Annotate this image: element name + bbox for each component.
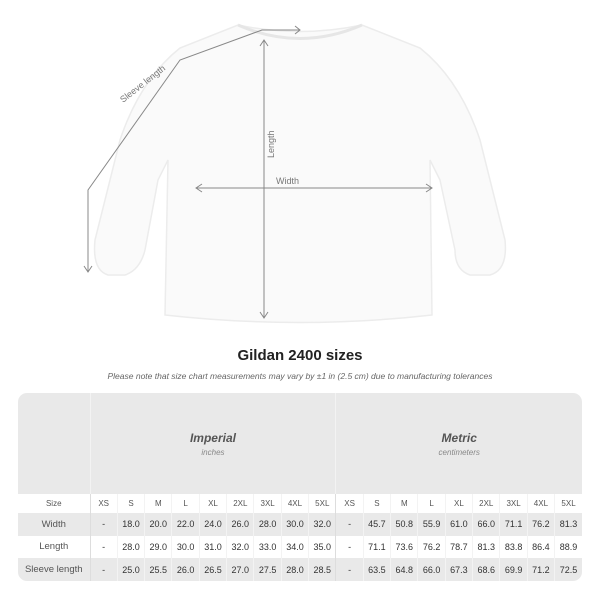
table-cell: 5XL xyxy=(554,494,582,513)
table-cell: 27.5 xyxy=(253,558,282,581)
table-cell: 32.0 xyxy=(226,535,254,559)
table-cell: 64.8 xyxy=(390,558,418,581)
table-cell: 3XL xyxy=(499,494,528,513)
width-label: Width xyxy=(276,176,299,186)
table-cell: 71.1 xyxy=(362,535,391,559)
table-cell: 30.0 xyxy=(171,535,200,559)
table-cell: 83.8 xyxy=(499,535,528,559)
table-cell: 35.0 xyxy=(308,535,336,559)
table-row: Sleeve length -25.0 25.5 26.0 26.5 27.0 27.5 28… xyxy=(18,558,582,581)
table-cell: S xyxy=(116,494,145,513)
table-cell: 33.0 xyxy=(253,535,282,559)
table-cell: 50.8 xyxy=(390,512,418,536)
table-cell: M xyxy=(390,494,418,513)
table-cell: 24.0 xyxy=(198,512,227,536)
table-cell: 71.1 xyxy=(499,512,528,536)
table-cell: S xyxy=(362,494,391,513)
size-header-row: Size XS S M L XL 2XL 3XL 4XL 5XL XS S M L XL 2XL 3XL 4XL 5… xyxy=(18,494,582,513)
table-row: Width -18.0 20.0 22.0 24.0 26.0 28.0 30.0 32.0-4… xyxy=(18,512,582,536)
table-cell: XL xyxy=(444,494,473,513)
table-cell: 29.0 xyxy=(144,535,172,559)
table-cell: 28.0 xyxy=(253,512,282,536)
table-cell: 3XL xyxy=(253,494,282,513)
table-cell: 26.0 xyxy=(171,558,200,581)
table-cell: 76.2 xyxy=(526,512,555,536)
table-cell: 5XL xyxy=(308,494,336,513)
shirt-body xyxy=(93,24,507,324)
table-cell: 34.0 xyxy=(280,535,309,559)
table-cell: 30.0 xyxy=(280,512,309,536)
shirt-diagram: Sleeve length Length Width xyxy=(83,23,507,324)
table-cell: 28.0 xyxy=(116,535,145,559)
table-cell: 67.3 xyxy=(444,558,473,581)
table-cell: 69.9 xyxy=(499,558,528,581)
table-cell: - xyxy=(335,512,364,536)
table-cell: 72.5 xyxy=(554,558,582,581)
table-cell: L xyxy=(171,494,200,513)
row-label: Size xyxy=(18,494,91,513)
table-cell: 86.4 xyxy=(526,535,555,559)
table-cell: 27.0 xyxy=(226,558,254,581)
table-cell: 81.3 xyxy=(472,535,500,559)
table-cell: 61.0 xyxy=(444,512,473,536)
collar xyxy=(237,23,363,40)
width-measure-line xyxy=(195,183,433,193)
table-cell: 2XL xyxy=(472,494,500,513)
tolerance-note: Please note that size chart measurements… xyxy=(107,371,493,381)
row-label: Width xyxy=(18,512,91,536)
table-cell: 26.0 xyxy=(226,512,254,536)
table-cell: 28.0 xyxy=(280,558,309,581)
table-cell: 2XL xyxy=(226,494,254,513)
table-cell: 4XL xyxy=(526,494,555,513)
table-cell: - xyxy=(89,512,118,536)
table-cell: - xyxy=(89,535,118,559)
table-cell: 71.2 xyxy=(526,558,555,581)
table-cell: 66.0 xyxy=(472,512,500,536)
table-cell: 25.0 xyxy=(116,558,145,581)
table-cell: 73.6 xyxy=(390,535,418,559)
table-cell: 22.0 xyxy=(171,512,200,536)
length-label: Length xyxy=(266,130,276,158)
table-cell: 45.7 xyxy=(362,512,391,536)
table-cell: XS xyxy=(335,494,364,513)
table-cell: 81.3 xyxy=(554,512,582,536)
table-cell: 63.5 xyxy=(362,558,391,581)
table-cell: 78.7 xyxy=(444,535,473,559)
table-cell: 32.0 xyxy=(308,512,336,536)
table-cell: 76.2 xyxy=(417,535,446,559)
table-cell: 31.0 xyxy=(198,535,227,559)
table-cell: 55.9 xyxy=(417,512,446,536)
table-cell: 68.6 xyxy=(472,558,500,581)
table-cell: XS xyxy=(89,494,118,513)
table-cell: - xyxy=(335,535,364,559)
length-measure-line xyxy=(259,39,269,319)
size-chart-table: Imperial inches Metric centimeters Size XS S… xyxy=(18,393,582,581)
table-cell: XL xyxy=(198,494,227,513)
table-cell: - xyxy=(89,558,118,581)
table-cell: 28.5 xyxy=(308,558,336,581)
metric-header: Metric centimeters xyxy=(335,393,582,495)
page-title: Gildan 2400 sizes xyxy=(237,347,363,364)
table-cell: 66.0 xyxy=(417,558,446,581)
table-cell: 25.5 xyxy=(144,558,172,581)
imperial-header: Imperial inches xyxy=(89,393,336,495)
table-cell: 20.0 xyxy=(144,512,172,536)
sleeve-measure-line xyxy=(83,25,301,273)
table-row: Length -28.0 29.0 30.0 31.0 32.0 33.0 34.0 35.0-… xyxy=(18,535,582,559)
table-cell: 26.5 xyxy=(198,558,227,581)
table-cell: M xyxy=(144,494,172,513)
table-cell: 4XL xyxy=(280,494,309,513)
row-label: Length xyxy=(18,535,91,559)
table-cell: 88.9 xyxy=(554,535,582,559)
table-cell: - xyxy=(335,558,364,581)
row-label: Sleeve length xyxy=(18,558,91,581)
table-cell: 18.0 xyxy=(116,512,145,536)
table-cell: L xyxy=(417,494,446,513)
